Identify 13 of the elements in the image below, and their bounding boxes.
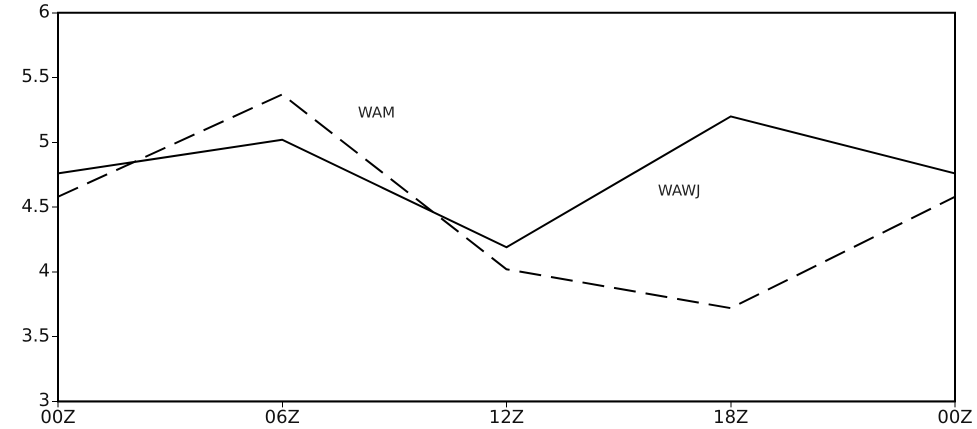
y-tick-label: 6	[38, 1, 50, 22]
y-tick-label: 4.5	[21, 196, 50, 217]
x-tick-label: 00Z	[937, 406, 973, 428]
series-label: WAM	[358, 104, 396, 122]
x-tick-label: 06Z	[264, 406, 300, 428]
series-label: WAWJ	[658, 181, 701, 200]
y-tick-label: 5.5	[21, 66, 50, 88]
x-tick-label: 12Z	[488, 406, 524, 428]
x-tick-label: 18Z	[713, 406, 748, 428]
y-tick-label: 5	[38, 131, 50, 152]
y-tick-label: 3.5	[21, 325, 50, 346]
x-tick-label: 00Z	[40, 406, 76, 428]
y-tick-label: 4	[38, 260, 50, 282]
